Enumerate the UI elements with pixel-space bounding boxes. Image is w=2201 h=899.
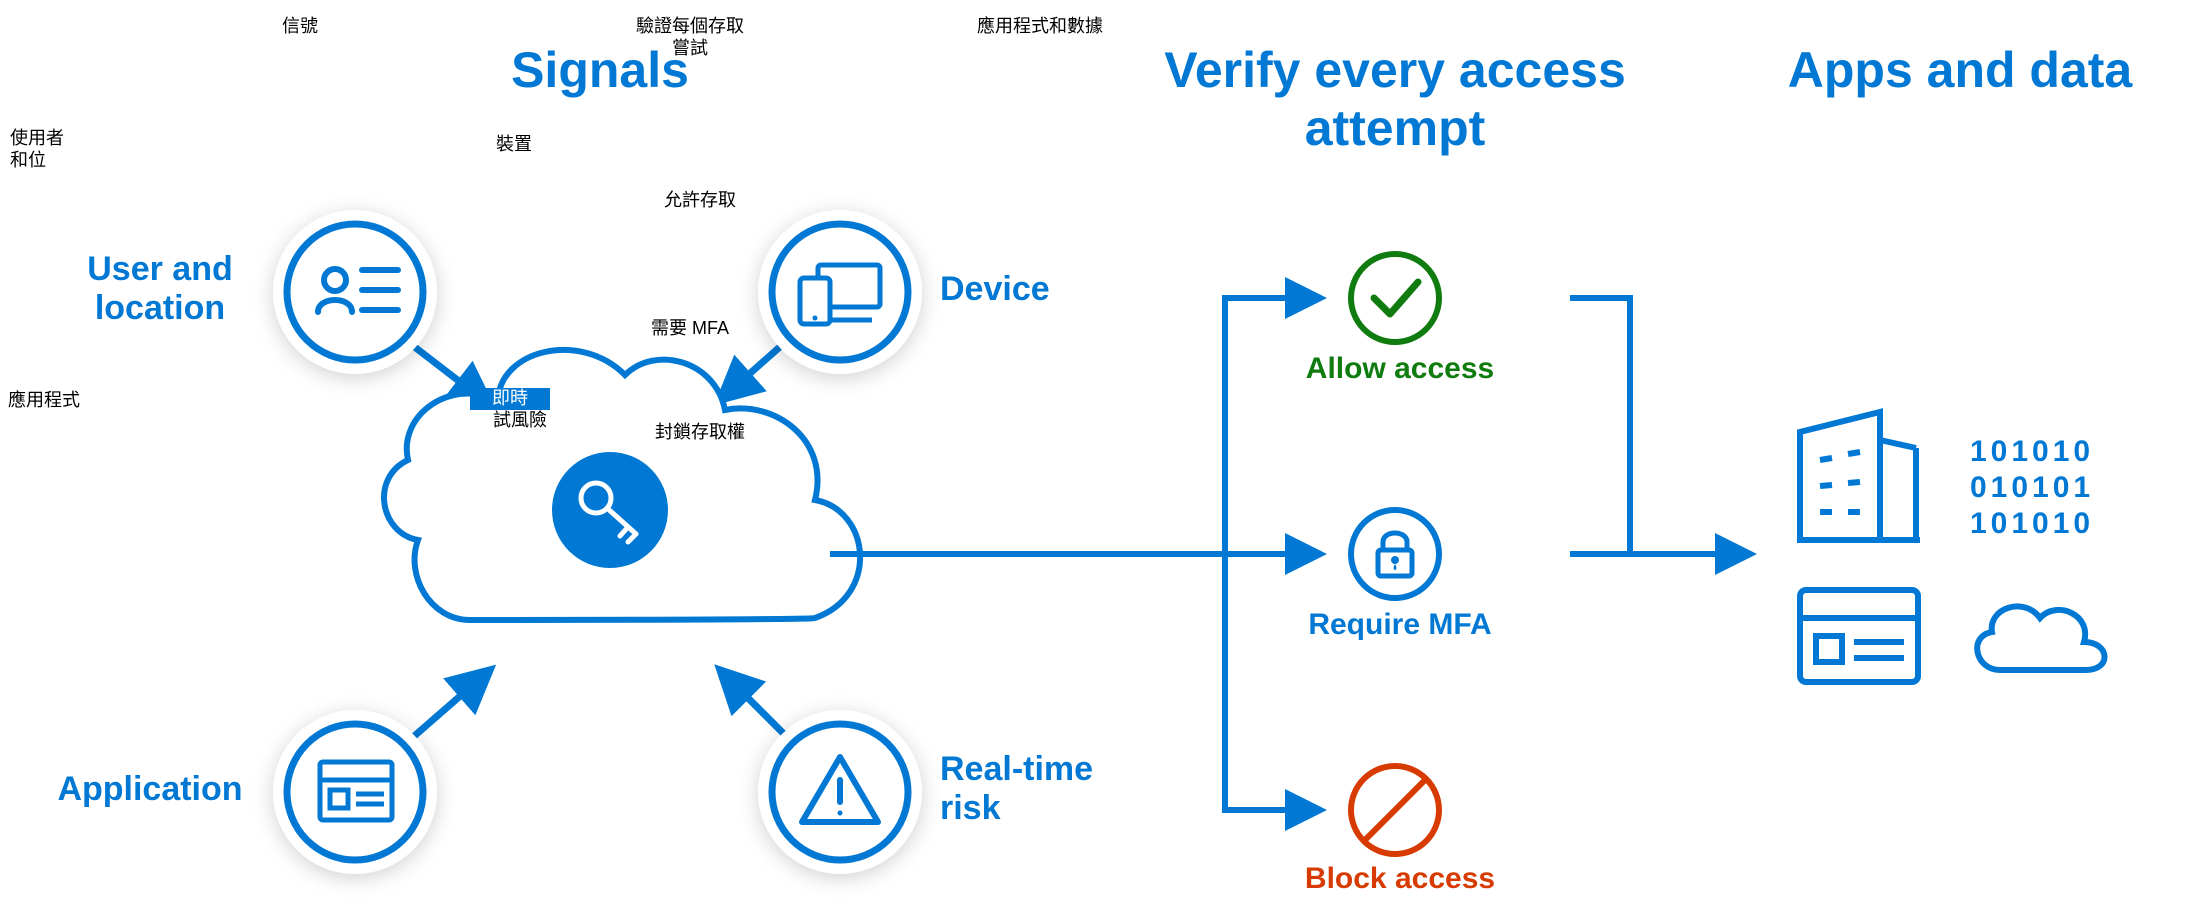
heading-apps-en: Apps and data (1770, 42, 2150, 100)
arrow-device-to-cloud (720, 345, 782, 400)
verify-allow-icon (1351, 254, 1439, 342)
apps-building-icon (1800, 412, 1920, 540)
signal-device (758, 210, 922, 374)
apps-browser-icon (1800, 590, 1918, 682)
label-user-location-en: User and location (60, 250, 260, 328)
label-allow-zh: 允許存取 (630, 190, 770, 212)
right-brace-top (1570, 298, 1630, 554)
label-application-zh: 應用程式 (8, 390, 128, 412)
label-application-en: Application (40, 770, 260, 809)
label-user-location-zh: 使用者 和位 (10, 128, 130, 171)
apps-binary-text: 101010 010101 101010 (1970, 434, 2130, 542)
arrow-app-to-cloud (412, 670, 490, 738)
heading-apps-zh: 應用程式和數據 (940, 16, 1140, 38)
signal-realtime-risk (758, 710, 922, 874)
label-block-zh: 封鎖存取權 (620, 422, 780, 444)
heading-signals-zh: 信號 (240, 16, 360, 38)
label-mfa-zh: 需要 MFA (620, 318, 760, 340)
verify-block-icon (1351, 766, 1439, 854)
label-block-en: Block access (1290, 862, 1510, 896)
label-realtime-risk-zh-a: 即時 (470, 388, 550, 410)
label-realtime-risk-en: Real-time risk (940, 750, 1160, 828)
verify-mfa-icon (1351, 510, 1439, 598)
signal-application (273, 710, 437, 874)
label-device-en: Device (940, 270, 1140, 309)
brace-to-block (1225, 554, 1320, 810)
label-mfa-en: Require MFA (1290, 608, 1510, 642)
signal-user-location (273, 210, 437, 374)
apps-cloud-icon (1977, 606, 2104, 670)
label-allow-en: Allow access (1290, 352, 1510, 386)
label-realtime-risk-zh-b: 試風險 (470, 410, 570, 432)
heading-verify-en: Verify every access attempt (1160, 42, 1630, 157)
brace-to-allow (1225, 298, 1320, 554)
heading-verify-zh: 驗證每個存取 嘗試 (590, 16, 790, 59)
label-device-zh: 裝置 (474, 134, 554, 156)
arrow-risk-to-cloud (720, 670, 790, 740)
